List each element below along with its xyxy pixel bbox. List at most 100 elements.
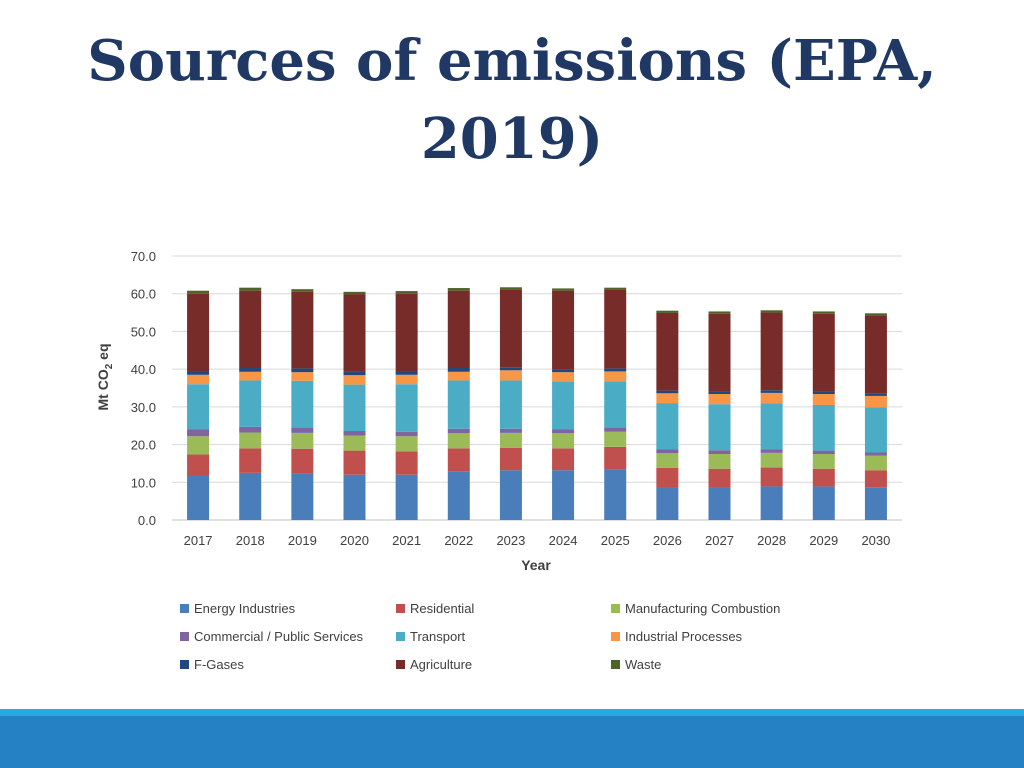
legend-swatch bbox=[396, 632, 405, 641]
bar-segment bbox=[604, 289, 627, 369]
bar-segment bbox=[604, 381, 627, 428]
bar-segment bbox=[395, 474, 418, 520]
x-axis-label: Year bbox=[521, 557, 551, 573]
bar-segment bbox=[499, 428, 522, 433]
bar-segment bbox=[499, 432, 522, 448]
bar-segment bbox=[864, 487, 887, 520]
bar-segment bbox=[708, 391, 731, 395]
x-tick-label: 2026 bbox=[653, 533, 682, 548]
bars bbox=[187, 287, 887, 520]
bar-segment bbox=[656, 393, 679, 404]
bar-segment bbox=[239, 448, 262, 473]
bar-segment bbox=[499, 370, 522, 381]
bar-segment bbox=[552, 372, 575, 382]
bar-segment bbox=[239, 287, 262, 291]
bar-segment bbox=[552, 429, 575, 434]
bar-segment bbox=[656, 390, 679, 394]
bar-segment bbox=[864, 315, 887, 394]
legend-label: Manufacturing Combustion bbox=[625, 601, 780, 616]
bar-segment bbox=[760, 467, 783, 487]
legend-label: Waste bbox=[625, 657, 661, 672]
bar-segment bbox=[708, 311, 731, 314]
bar-segment bbox=[291, 368, 314, 373]
bar-segment bbox=[291, 372, 314, 381]
legend-swatch bbox=[396, 604, 405, 613]
bar-segment bbox=[552, 369, 575, 373]
bar-segment bbox=[447, 368, 470, 372]
bar-segment bbox=[656, 312, 679, 391]
bar-segment bbox=[760, 452, 783, 468]
bar-segment bbox=[604, 371, 627, 382]
bar-segment bbox=[239, 371, 262, 381]
bar-segment bbox=[447, 471, 470, 520]
bar-segment bbox=[656, 449, 679, 454]
bar-segment bbox=[708, 468, 731, 488]
legend-swatch bbox=[180, 632, 189, 641]
x-tick-label: 2020 bbox=[340, 533, 369, 548]
bar-segment bbox=[812, 454, 835, 469]
bar-segment bbox=[760, 312, 783, 391]
bar-segment bbox=[656, 453, 679, 468]
x-tick-label: 2029 bbox=[809, 533, 838, 548]
bar-segment bbox=[239, 472, 262, 520]
bar-segment bbox=[499, 380, 522, 429]
bar-segment bbox=[187, 374, 210, 385]
bar-segment bbox=[239, 380, 262, 427]
bar-segment bbox=[291, 427, 314, 433]
bar-segment bbox=[656, 310, 679, 313]
bar-segment bbox=[864, 313, 887, 316]
y-axis-label: Mt CO2 eq bbox=[95, 343, 115, 410]
bar-segment bbox=[708, 450, 731, 454]
legend-swatch bbox=[611, 604, 620, 613]
bar-segment bbox=[812, 450, 835, 454]
bar-segment bbox=[239, 290, 262, 369]
bar-segment bbox=[604, 446, 627, 470]
bar-segment bbox=[395, 371, 418, 375]
bar-segment bbox=[708, 454, 731, 469]
y-axis-label-sub: 2 bbox=[104, 363, 115, 369]
x-tick-label: 2023 bbox=[496, 533, 525, 548]
bar-segment bbox=[447, 288, 470, 291]
bar-segment bbox=[395, 431, 418, 437]
legend-label: Commercial / Public Services bbox=[194, 629, 364, 644]
bar-segment bbox=[552, 470, 575, 520]
y-tick-label: 50.0 bbox=[131, 324, 156, 339]
bar-segment bbox=[812, 394, 835, 405]
y-axis-label-main: Mt CO bbox=[95, 369, 111, 410]
bar-segment bbox=[760, 390, 783, 393]
bar-segment bbox=[656, 487, 679, 520]
bar-segment bbox=[343, 291, 366, 295]
bar-segment bbox=[187, 293, 210, 372]
x-tick-label: 2028 bbox=[757, 533, 786, 548]
bar-segment bbox=[864, 407, 887, 453]
bar-segment bbox=[239, 368, 262, 372]
legend: Energy Industries Residential Manufacturin… bbox=[180, 601, 780, 672]
x-tick-label: 2027 bbox=[705, 533, 734, 548]
legend-label: F-Gases bbox=[194, 657, 244, 672]
bar-segment bbox=[864, 393, 887, 396]
bar-segment bbox=[499, 287, 522, 290]
bar-segment bbox=[604, 469, 627, 520]
bar-segment bbox=[343, 474, 366, 520]
bar-segment bbox=[604, 431, 627, 447]
x-tick-label: 2022 bbox=[444, 533, 473, 548]
y-axis-label-tail: eq bbox=[95, 343, 111, 363]
x-tick-label: 2021 bbox=[392, 533, 421, 548]
bar-segment bbox=[395, 374, 418, 385]
y-tick-label: 0.0 bbox=[138, 513, 156, 528]
bar-segment bbox=[291, 291, 314, 369]
bar-segment bbox=[552, 288, 575, 291]
bar-segment bbox=[343, 450, 366, 475]
y-tick-label: 40.0 bbox=[131, 362, 156, 377]
legend-label: Agriculture bbox=[410, 657, 472, 672]
bar-segment bbox=[447, 380, 470, 429]
x-tick-label: 2018 bbox=[236, 533, 265, 548]
bar-segment bbox=[499, 367, 522, 371]
bar-segment bbox=[760, 392, 783, 404]
legend-label: Energy Industries bbox=[194, 601, 296, 616]
bar-segment bbox=[343, 375, 366, 385]
bar-segment bbox=[656, 403, 679, 450]
x-tick-label: 2030 bbox=[861, 533, 890, 548]
bar-segment bbox=[864, 452, 887, 456]
bar-segment bbox=[343, 430, 366, 436]
